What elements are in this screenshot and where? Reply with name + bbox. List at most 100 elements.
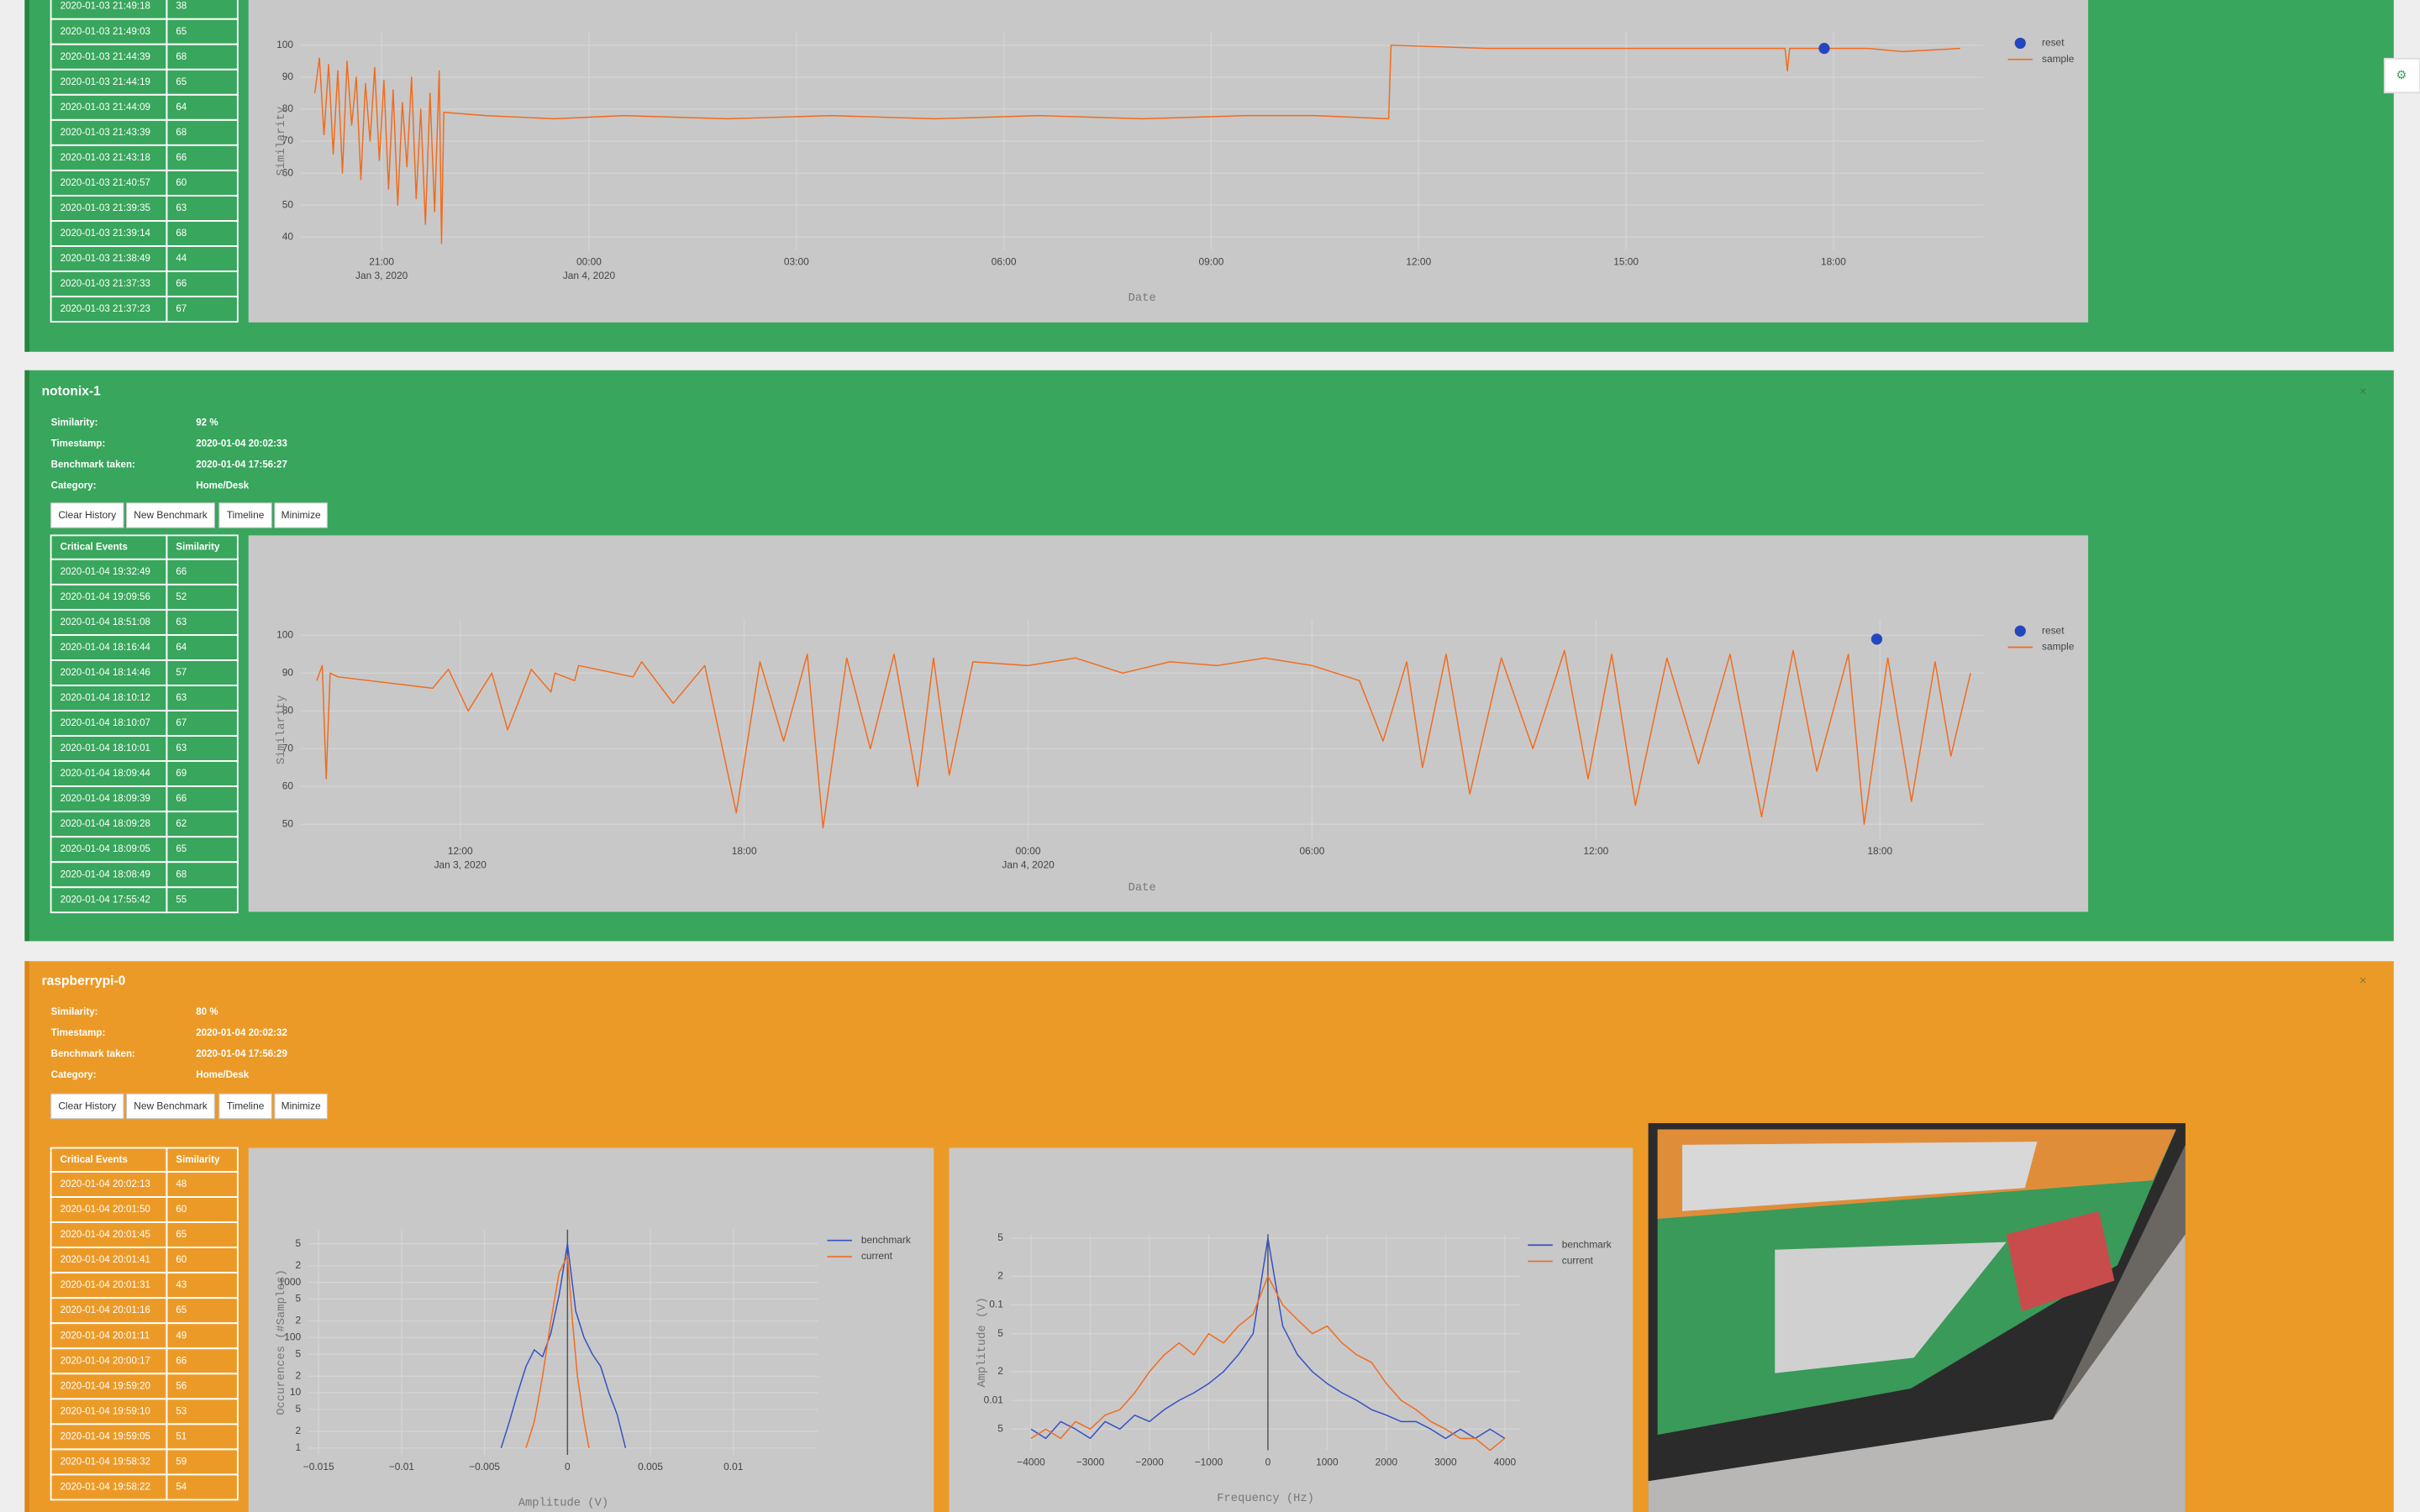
button[interactable]: Timeline	[218, 502, 272, 528]
legend-label: sample	[2042, 53, 2075, 65]
table-cell-text: 65	[176, 844, 187, 854]
button[interactable]: New Benchmark	[126, 1093, 215, 1120]
table-cell-text: 2020-01-04 18:16:44	[60, 643, 151, 653]
button-box[interactable]	[274, 1093, 328, 1120]
table-cell-text: 2020-01-04 20:01:16	[60, 1305, 150, 1315]
x-tick-label: 3000	[1434, 1456, 1457, 1467]
x-axis-title: Date	[1128, 292, 1156, 305]
field-label: Benchmark taken:	[51, 459, 135, 470]
table-cell-text: 43	[176, 1280, 187, 1290]
table-header: Critical Events	[60, 543, 128, 553]
button[interactable]: Minimize	[274, 1093, 328, 1120]
button-box[interactable]	[50, 502, 124, 528]
button[interactable]: Clear History	[50, 502, 124, 528]
table-cell-text: 2020-01-03 21:37:23	[60, 304, 150, 314]
table-cell-text: 2020-01-04 20:00:17	[60, 1356, 150, 1366]
button-label[interactable]: New Benchmark	[134, 509, 207, 521]
field-value: 2020-01-04 20:02:32	[196, 1028, 287, 1038]
y-tick-label: 5	[296, 1237, 302, 1249]
series-line	[1030, 1275, 1506, 1452]
button-label[interactable]: Minimize	[281, 1100, 321, 1112]
chart: 5 0.01 2 5 0.1 2 5 −4000 −3000 −2000 −1000 0 1000 200…	[949, 1147, 1634, 1512]
table-cell-text: 66	[176, 153, 187, 163]
settings-icon[interactable]: ⚙	[2396, 69, 2407, 82]
table-cell-text: 2020-01-03 21:44:09	[60, 102, 150, 113]
table-cell-text: 2020-01-04 19:09:56	[60, 592, 150, 602]
button-label[interactable]: Minimize	[281, 509, 321, 521]
table-cell-text: 67	[176, 718, 187, 728]
x-tick-label: 0	[565, 1461, 571, 1473]
button-label[interactable]: New Benchmark	[134, 1100, 207, 1112]
settings-box[interactable]	[2383, 57, 2420, 94]
table-cell-text: 2020-01-03 21:44:19	[60, 77, 150, 87]
button-box[interactable]	[126, 1093, 215, 1120]
table-cell-text: 2020-01-04 19:58:22	[60, 1482, 150, 1492]
table-cell-text: 2020-01-04 18:09:05	[60, 844, 150, 854]
field-label: Similarity:	[51, 417, 98, 428]
x-tick-label: 15:00	[1613, 255, 1639, 267]
button-label[interactable]: Clear History	[58, 509, 116, 521]
x-tick-label: 21:00	[369, 255, 394, 267]
button[interactable]: Clear History	[50, 1093, 124, 1120]
button-box[interactable]	[218, 1093, 272, 1120]
table-cell-text: 53	[176, 1406, 187, 1416]
button[interactable]: Minimize	[274, 502, 328, 528]
table-header: Critical Events	[60, 1155, 128, 1165]
button[interactable]: Timeline	[218, 1093, 272, 1120]
table-cell-text: 66	[176, 1356, 187, 1366]
x-tick-label: 18:00	[732, 845, 757, 857]
button[interactable]: New Benchmark	[126, 502, 215, 528]
table-cell-text: 48	[176, 1179, 187, 1189]
y-tick-label: 2	[997, 1269, 1003, 1281]
table-cell-text: 49	[176, 1331, 187, 1341]
field-label: Timestamp:	[51, 438, 106, 449]
close-button[interactable]: ×	[2360, 385, 2367, 398]
screen-chart	[1682, 1142, 2038, 1211]
x-tick-label: 00:00	[1016, 845, 1041, 857]
field-value: Home/Desk	[196, 480, 250, 491]
table-cell-text: 2020-01-04 18:09:28	[60, 819, 150, 829]
y-tick-label: 80	[282, 704, 294, 716]
y-tick-label: 100	[284, 1331, 301, 1343]
x-tick-label: 12:00	[1583, 845, 1608, 857]
table-cell-text: 2020-01-04 20:01:11	[60, 1331, 150, 1341]
field-value: 2020-01-04 17:56:29	[196, 1049, 287, 1059]
table-cell-text: 69	[176, 769, 187, 779]
panels: 2020-01-03 21:49:18 38 2020-01-03 21:49:03…	[24, 0, 2394, 1512]
y-tick-label: 90	[282, 71, 294, 82]
button-box[interactable]	[126, 502, 215, 528]
button-label[interactable]: Timeline	[227, 509, 265, 521]
screen-chart	[1775, 1242, 2007, 1373]
field-value: 80 %	[196, 1007, 218, 1017]
device-panel: notonix-1 × Similarity: 92 % Timestamp: 2020-…	[24, 370, 2394, 942]
table-cell-text: 2020-01-04 18:09:44	[60, 769, 151, 779]
x-tick-label: 18:00	[1821, 255, 1846, 267]
table-cell-text: 2020-01-03 21:44:39	[60, 52, 150, 62]
button-label[interactable]: Timeline	[227, 1100, 265, 1112]
table-cell-text: 57	[176, 668, 187, 678]
chart-area	[248, 535, 2089, 912]
close-button[interactable]: ×	[2360, 974, 2367, 988]
button-label[interactable]: Clear History	[58, 1100, 116, 1112]
table-cell-text: 2020-01-04 20:01:41	[60, 1255, 150, 1265]
series-line	[500, 1242, 627, 1449]
device-panel: 2020-01-03 21:49:18 38 2020-01-03 21:49:03…	[24, 0, 2394, 352]
table-cell-text: 2020-01-03 21:49:03	[60, 27, 150, 37]
table-cell-text: 68	[176, 869, 187, 879]
table-cell-text: 2020-01-04 18:10:01	[60, 743, 150, 753]
button-box[interactable]	[218, 502, 272, 528]
table-cell-text: 65	[176, 1230, 187, 1240]
series-line	[1030, 1237, 1506, 1440]
table-cell-text: 2020-01-03 21:39:35	[60, 203, 150, 213]
y-tick-label: 5	[296, 1293, 302, 1305]
y-tick-label: 90	[282, 666, 294, 678]
table-cell-text: 63	[176, 203, 187, 213]
button-box[interactable]	[50, 1093, 124, 1120]
settings-button[interactable]: ⚙	[2383, 57, 2420, 94]
x-tick-label: −1000	[1195, 1456, 1223, 1467]
y-tick-label: 0.01	[984, 1394, 1004, 1405]
button-box[interactable]	[274, 502, 328, 528]
table-cell-text: 2020-01-04 17:55:42	[60, 895, 150, 905]
table-cell-text: 68	[176, 52, 187, 62]
chart-area	[949, 1147, 1634, 1512]
